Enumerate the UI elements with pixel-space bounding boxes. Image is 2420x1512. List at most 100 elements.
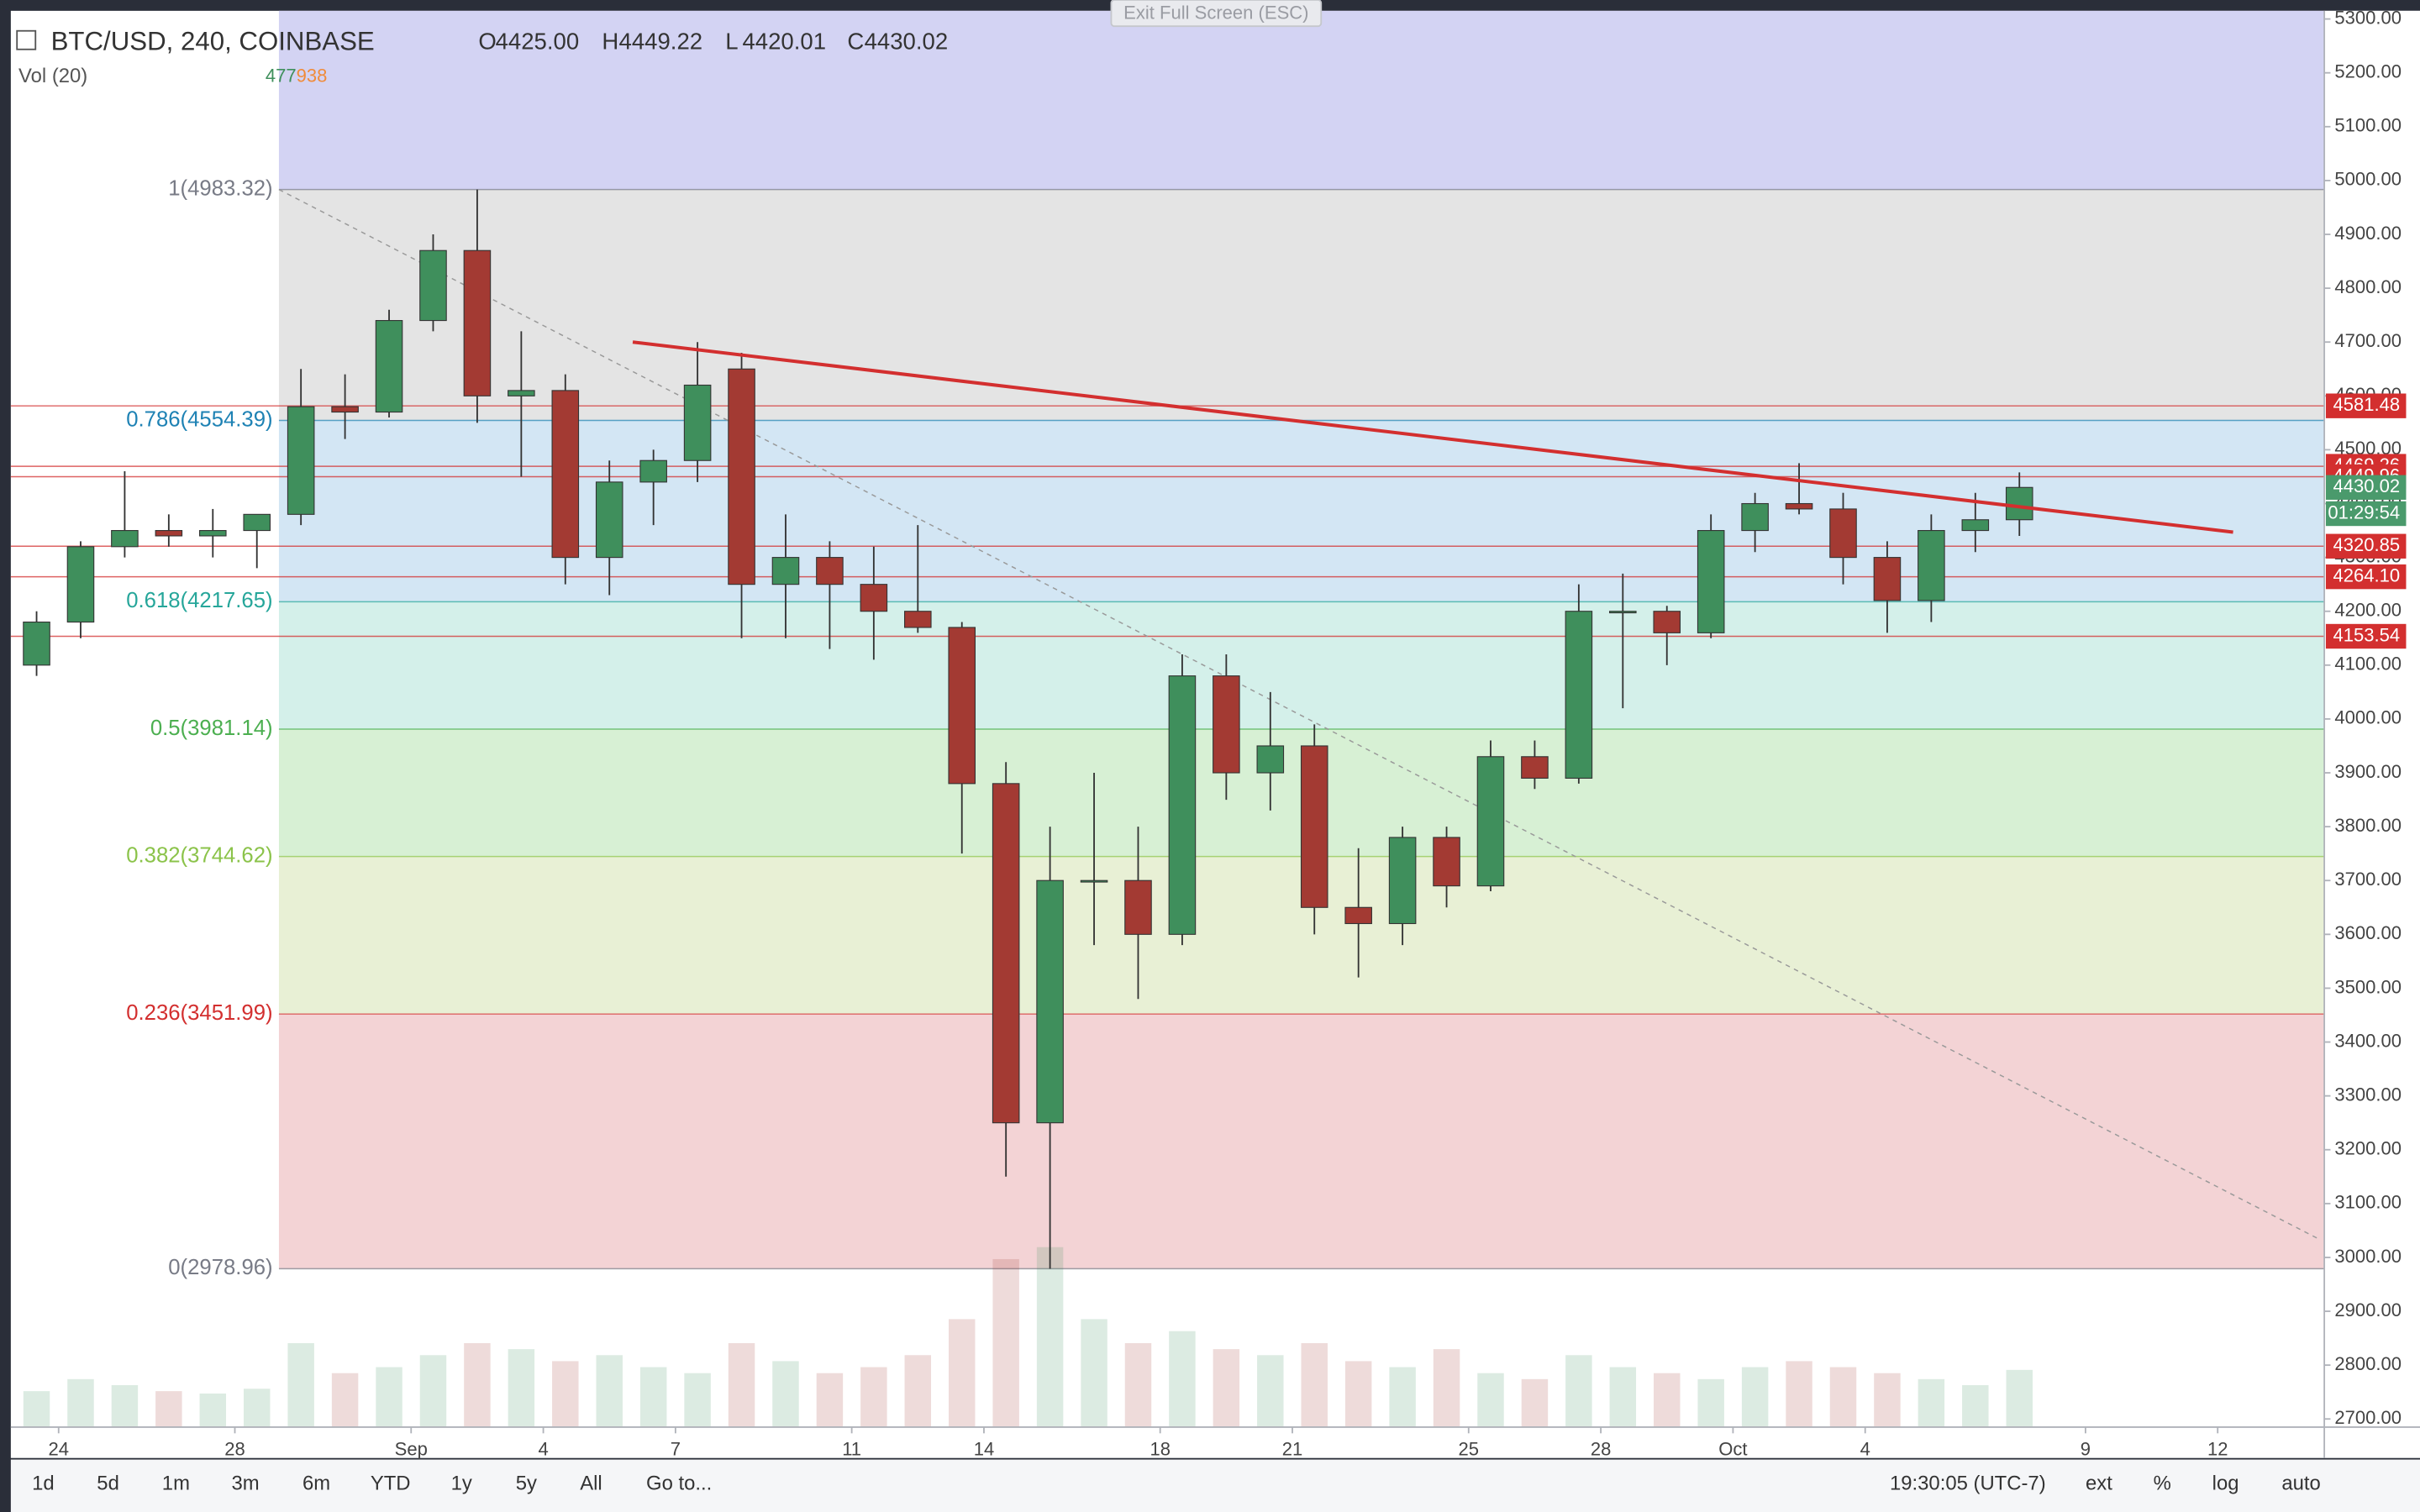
y-tick-label: 4800.00 xyxy=(2334,276,2402,297)
volume-bar xyxy=(772,1361,799,1427)
volume-bar xyxy=(419,1355,447,1427)
y-tick-label: 5100.00 xyxy=(2334,115,2402,136)
y-tick-label: 2800.00 xyxy=(2334,1353,2402,1374)
candle-body xyxy=(1168,675,1197,935)
volume-bar xyxy=(376,1367,402,1427)
ohlc-key: H xyxy=(602,29,618,55)
volume-bar xyxy=(243,1389,271,1427)
y-tick-label: 5300.00 xyxy=(2334,7,2402,28)
volume-ma: 938 xyxy=(297,66,328,87)
volume-bar xyxy=(1477,1373,1504,1427)
range-button[interactable]: Go to... xyxy=(646,1472,712,1494)
candle-body xyxy=(287,406,315,515)
collapse-icon[interactable] xyxy=(16,29,37,50)
candle-body xyxy=(1433,837,1460,887)
level-tag: 4581.48 xyxy=(2333,394,2400,415)
bottom-toolbar xyxy=(10,1459,2420,1512)
scale-button[interactable]: % xyxy=(2154,1472,2171,1494)
y-tick-label: 3600.00 xyxy=(2334,922,2402,943)
y-tick-label: 3800.00 xyxy=(2334,815,2402,836)
fib-label: 0.618(4217.65) xyxy=(126,589,272,612)
ohlc-value: 4430.02 xyxy=(865,29,949,55)
volume-bar xyxy=(1609,1367,1637,1427)
candle-body xyxy=(1256,745,1285,774)
range-button[interactable]: 1y xyxy=(451,1472,472,1494)
last-price-tag-box xyxy=(2325,475,2407,500)
range-button[interactable]: 5d xyxy=(97,1472,119,1494)
volume-bar xyxy=(1741,1367,1769,1427)
ohlc-key: L xyxy=(725,29,738,55)
scale-button[interactable]: ext xyxy=(2086,1472,2112,1494)
fib-zone xyxy=(278,189,2325,421)
fullscreen-hint-box[interactable] xyxy=(1110,0,1323,28)
range-button[interactable]: 1m xyxy=(162,1472,190,1494)
x-tick-label: 28 xyxy=(1591,1438,1612,1459)
y-tick-label: 4000.00 xyxy=(2334,707,2402,728)
candle-body xyxy=(728,368,755,585)
x-tick-label: 14 xyxy=(974,1438,995,1459)
candle-body xyxy=(23,621,50,666)
y-tick-label: 4700.00 xyxy=(2334,330,2402,351)
candle-body xyxy=(1741,502,1769,532)
volume-title: Vol (20) xyxy=(18,65,87,87)
volume-bar xyxy=(199,1393,227,1427)
fib-zone xyxy=(278,601,2325,730)
range-button[interactable]: All xyxy=(580,1472,602,1494)
fib-label: 0.786(4554.39) xyxy=(126,407,272,431)
fullscreen-hint[interactable]: Exit Full Screen (ESC) xyxy=(1123,2,1308,23)
fib-zone xyxy=(278,1014,2325,1269)
volume-bar xyxy=(508,1349,535,1427)
scale-button[interactable]: auto xyxy=(2281,1472,2320,1494)
candle-body xyxy=(860,584,888,612)
x-tick-label: 18 xyxy=(1150,1438,1171,1459)
candle-body xyxy=(66,546,95,623)
candle-body xyxy=(1300,745,1328,908)
fib-label: 0(2978.96) xyxy=(168,1256,272,1279)
range-button[interactable]: 3m xyxy=(231,1472,259,1494)
volume-bar xyxy=(860,1367,887,1427)
candle-body xyxy=(1124,879,1152,935)
x-tick-label: 4 xyxy=(1860,1438,1870,1459)
diagonal-line xyxy=(278,188,2320,1240)
candle-body xyxy=(771,557,800,585)
x-tick-label: 28 xyxy=(224,1438,245,1459)
ohlc-key: C xyxy=(847,29,864,55)
range-button[interactable]: 5y xyxy=(516,1472,537,1494)
volume-bar xyxy=(464,1342,491,1427)
candle-body xyxy=(1080,879,1108,883)
candle-body xyxy=(1036,879,1064,1124)
scale-button[interactable]: log xyxy=(2212,1472,2239,1494)
fib-zone xyxy=(278,10,2325,190)
candle-body xyxy=(1697,530,1725,633)
volume-bar xyxy=(1344,1361,1372,1427)
candle-body xyxy=(331,406,359,413)
volume-bar xyxy=(155,1391,182,1427)
x-tick-label: 24 xyxy=(48,1438,69,1459)
volume-bar xyxy=(1962,1384,1989,1427)
volume-bar xyxy=(816,1373,844,1427)
candle-body xyxy=(551,390,580,559)
symbol-title: BTC/USD, 240, COINBASE xyxy=(51,27,375,56)
candle-body xyxy=(1918,530,1945,601)
ohlc-value: 4425.00 xyxy=(496,29,580,55)
x-tick-label: 25 xyxy=(1459,1438,1480,1459)
volume-bar xyxy=(1654,1373,1681,1427)
fib-label: 0.382(3744.62) xyxy=(126,843,272,867)
volume-bar xyxy=(1213,1349,1240,1427)
volume-bar xyxy=(287,1342,314,1427)
candle-body xyxy=(595,481,623,559)
volume-bar xyxy=(1257,1355,1284,1427)
candle-body xyxy=(375,320,403,413)
range-button[interactable]: YTD xyxy=(371,1472,411,1494)
y-tick-label: 3500.00 xyxy=(2334,976,2402,997)
x-tick-label: 12 xyxy=(2207,1438,2228,1459)
range-button[interactable]: 6m xyxy=(302,1472,330,1494)
volume-bar xyxy=(111,1384,139,1427)
fib-label: 0.5(3981.14) xyxy=(150,717,273,740)
volume-bar xyxy=(1697,1378,1724,1427)
range-button[interactable]: 1d xyxy=(32,1472,55,1494)
trendline xyxy=(632,340,2233,534)
last-price-tag: 4430.02 xyxy=(2333,475,2400,496)
price-axis xyxy=(2324,10,2420,1427)
